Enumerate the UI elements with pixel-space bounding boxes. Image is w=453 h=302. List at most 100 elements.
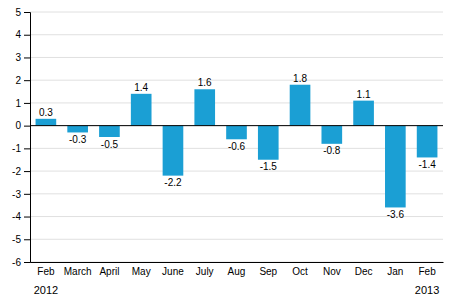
grid-line: [30, 193, 443, 194]
y-axis: -6 -5 -4 -3 -2 -1 0 1 2 3 4 5: [12, 7, 30, 268]
data-label: -0.5: [101, 139, 119, 150]
x-tick: Aug: [228, 262, 246, 277]
y-tick-mark: [24, 217, 30, 218]
y-tick-mark: [24, 148, 30, 149]
data-label: -0.8: [323, 145, 341, 156]
data-label: -1.5: [260, 161, 278, 172]
y-tick: -1: [12, 143, 30, 154]
data-label: 1.6: [198, 77, 212, 88]
grid-line: [30, 80, 443, 81]
y-tick-mark: [24, 194, 30, 195]
y-tick-label: 5: [15, 7, 21, 18]
data-label: 0.3: [39, 107, 53, 118]
data-labels: 0.3-0.3-0.51.4-2.21.6-0.6-1.51.8-0.81.1-…: [39, 73, 436, 220]
y-tick-label: -4: [12, 211, 21, 222]
x-tick-label: July: [196, 266, 214, 277]
x-tick: Dec: [355, 262, 373, 277]
data-label: 1.1: [357, 89, 371, 100]
data-label: -3.6: [387, 209, 405, 220]
bar: [226, 126, 247, 140]
bar: [385, 126, 406, 208]
y-tick-label: 1: [15, 98, 21, 109]
y-tick-mark: [24, 103, 30, 104]
x-tick-label: Aug: [228, 266, 246, 277]
x-tick: June: [162, 262, 184, 277]
x-tick: Feb: [37, 262, 55, 277]
grid: [30, 12, 443, 262]
y-tick-mark: [24, 126, 30, 127]
grid-line: [30, 57, 443, 58]
y-tick: 4: [15, 29, 30, 40]
x-tick-label: Jan: [387, 266, 403, 277]
grid-line: [30, 262, 443, 263]
plot-area: [36, 85, 438, 208]
y-tick-label: 3: [15, 52, 21, 63]
bar: [131, 94, 152, 126]
y-tick-mark: [24, 80, 30, 81]
x-tick: Nov: [323, 262, 341, 277]
y-tick-mark: [24, 57, 30, 58]
y-tick: 0: [15, 120, 30, 131]
x-tick-label: Feb: [37, 266, 55, 277]
x-tick: Feb: [418, 262, 436, 277]
x-tick-label: Feb: [418, 266, 436, 277]
y-tick: -5: [12, 234, 30, 245]
bar: [194, 89, 215, 125]
y-tick-label: -2: [12, 166, 21, 177]
y-axis-line: [24, 13, 31, 263]
x-axis: Feb March April May June July Aug Sep Oct Nov Dec J…: [31, 262, 444, 277]
bar: [67, 126, 88, 133]
x-tick-label: Nov: [323, 266, 341, 277]
y-tick-mark: [24, 12, 30, 13]
y-tick-label: -6: [12, 257, 21, 268]
bar: [163, 126, 184, 176]
grid-line: [30, 102, 443, 103]
bar: [290, 85, 311, 126]
bar: [321, 126, 342, 144]
y-tick-label: 2: [15, 75, 21, 86]
y-tick: -6: [12, 257, 30, 268]
y-tick: -4: [12, 211, 30, 222]
x-tick: March: [64, 262, 92, 277]
grid-line: [30, 171, 443, 172]
y-tick-label: 4: [15, 29, 21, 40]
chart: -6 -5 -4 -3 -2 -1 0 1 2 3 4 5 Feb March April May June Ju…: [0, 0, 453, 302]
data-label: -0.3: [69, 134, 87, 145]
y-tick-label: -3: [12, 189, 21, 200]
y-tick-mark: [24, 262, 30, 263]
annotations: 20122013: [34, 284, 440, 296]
y-tick-label: 0: [15, 120, 21, 131]
y-tick: 5: [15, 7, 30, 18]
y-tick: -2: [12, 166, 30, 177]
bar: [258, 126, 279, 160]
y-tick: -3: [12, 189, 30, 200]
bar: [36, 119, 57, 126]
data-label: 1.4: [134, 82, 148, 93]
y-tick-mark: [24, 35, 30, 36]
data-label: -1.4: [418, 159, 436, 170]
bar: [417, 126, 438, 158]
x-tick-label: May: [132, 266, 151, 277]
x-tick: Jan: [387, 262, 403, 277]
bar: [353, 101, 374, 126]
x-tick-label: Sep: [259, 266, 277, 277]
x-tick: April: [99, 262, 119, 277]
x-tick-label: April: [99, 266, 119, 277]
grid-line: [30, 239, 443, 240]
data-label: -0.6: [228, 141, 246, 152]
y-tick-label: -1: [12, 143, 21, 154]
y-tick: 1: [15, 98, 30, 109]
x-tick-label: Dec: [355, 266, 373, 277]
x-axis-line: [31, 262, 444, 263]
x-tick-label: June: [162, 266, 184, 277]
x-tick: May: [132, 262, 151, 277]
x-tick: July: [196, 262, 214, 277]
data-label: 1.8: [293, 73, 307, 84]
grid-line: [30, 12, 443, 13]
x-tick-label: Oct: [292, 266, 308, 277]
grid-line: [30, 34, 443, 35]
y-tick: 3: [15, 52, 30, 63]
grid-line: [30, 125, 443, 126]
bar: [99, 126, 120, 137]
y-tick-mark: [24, 171, 30, 172]
